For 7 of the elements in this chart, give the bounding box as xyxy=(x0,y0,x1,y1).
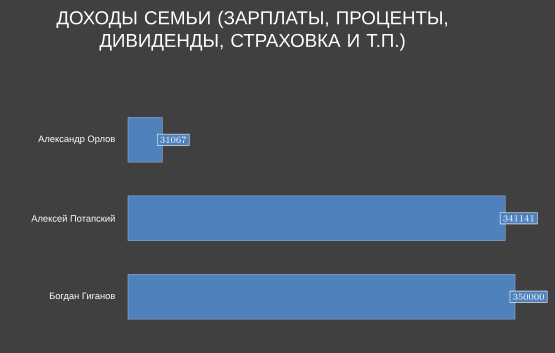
data-label: 341141 xyxy=(503,214,534,222)
y-tick-label: Богдан Гиганов xyxy=(50,292,115,301)
y-tick-label: Александр Орлов xyxy=(38,136,115,144)
data-label: 350000 xyxy=(513,294,544,300)
chart-title: ДОХОДЫ СЕМЬИ (ЗАРПЛАТЫ, ПРОЦЕНТЫ, ДИВИДЕНДЫ, СТРАХОВКА И Т.П.) xyxy=(56,10,447,51)
y-tick-label: Алексей Потапский xyxy=(31,214,115,222)
data-label: 31067 xyxy=(160,136,186,143)
